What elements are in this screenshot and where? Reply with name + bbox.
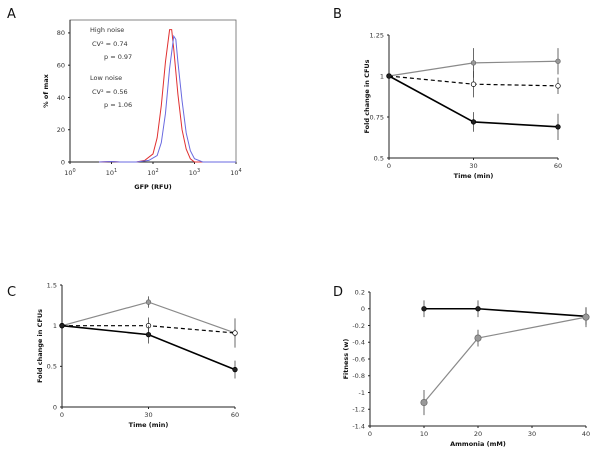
data-point-open (470, 81, 477, 87)
x-tick-label: 103 (189, 168, 200, 177)
x-tick-label: 30 (469, 162, 477, 170)
data-point-black (232, 366, 238, 373)
y-axis-title: Fitness (w) (342, 339, 350, 380)
data-point-black (386, 73, 392, 79)
y-tick-label: -0.2 (352, 322, 365, 330)
data-point-black (475, 306, 481, 312)
data-point-open (232, 330, 238, 336)
y-tick-label: 60 (57, 61, 65, 69)
data-point-open (555, 83, 561, 89)
data-point-gray (420, 398, 428, 407)
data-point-gray (582, 313, 590, 321)
y-tick-label: -0.6 (352, 355, 365, 363)
x-tick-label: 20 (474, 430, 482, 438)
data-point-black (145, 331, 152, 338)
stat-cv2-0: CV² = 0.74 (92, 40, 128, 48)
y-axis-title: Fold change in CFUs (363, 59, 371, 133)
y-tick-label: 0.2 (355, 288, 365, 296)
data-point-gray (470, 60, 477, 66)
x-tick-label: 60 (231, 411, 239, 419)
x-tick-label: 100 (64, 168, 75, 177)
y-tick-label: 20 (57, 126, 65, 134)
x-tick-label: 30 (144, 411, 152, 419)
x-tick-exponent: 1 (114, 168, 117, 174)
data-point-gray (145, 299, 152, 305)
y-tick-label: 0 (53, 403, 57, 411)
legend-label-0: High noise (90, 26, 124, 34)
x-tick-label: 0 (387, 162, 391, 170)
panel-label: D (333, 285, 343, 300)
y-tick-label: 80 (57, 29, 65, 37)
y-tick-label: 0 (361, 305, 365, 313)
x-tick-label: 10 (420, 430, 428, 438)
panel-label: B (333, 7, 342, 22)
x-axis-title: Ammonia (mM) (450, 440, 506, 448)
y-tick-label: 1.25 (370, 31, 384, 39)
data-point-black (555, 124, 561, 130)
x-tick-label: 30 (528, 430, 536, 438)
x-tick-label: 0 (60, 411, 64, 419)
data-point-black (470, 119, 477, 125)
panel-label: A (7, 7, 16, 22)
x-tick-label: 0 (368, 430, 372, 438)
y-axis-title: % of max (42, 73, 50, 107)
y-tick-label: -1 (359, 389, 365, 397)
x-axis-title: Time (min) (129, 421, 169, 429)
data-point-black (421, 306, 427, 312)
x-tick-exponent: 3 (197, 168, 200, 174)
y-tick-label: 40 (57, 94, 65, 102)
data-point-gray (474, 334, 482, 342)
x-tick-label: 101 (106, 168, 117, 177)
x-tick-label: 102 (147, 168, 158, 177)
panel-label: C (7, 285, 16, 300)
y-tick-label: 0.5 (47, 363, 57, 371)
stat-cv2-1: CV² = 0.56 (92, 88, 128, 96)
stat-p-1: p = 1.06 (104, 101, 132, 109)
y-tick-label: -1.4 (352, 422, 365, 430)
y-tick-label: 1.5 (47, 281, 57, 289)
y-tick-label: 0 (61, 158, 65, 166)
y-tick-label: -0.4 (352, 339, 365, 347)
y-tick-label: 0.5 (374, 154, 384, 162)
x-tick-exponent: 2 (156, 168, 159, 174)
data-point-gray (555, 58, 561, 64)
stat-p-0: p = 0.97 (104, 53, 132, 61)
histogram-line-1 (99, 34, 236, 163)
y-tick-label: -0.8 (352, 372, 365, 380)
x-axis-title: Time (min) (454, 172, 494, 180)
x-tick-label: 104 (230, 168, 241, 177)
y-tick-label: 0.75 (370, 113, 384, 121)
legend-label-1: Low noise (90, 74, 122, 82)
x-tick-label: 60 (554, 162, 562, 170)
y-axis-title: Fold change in CFUs (36, 309, 44, 383)
data-point-black (59, 323, 65, 329)
x-tick-label: 40 (582, 430, 590, 438)
series-line-black (424, 307, 587, 318)
x-tick-exponent: 4 (239, 168, 242, 174)
series-line-gray (423, 316, 587, 403)
y-tick-label: 1 (380, 72, 384, 80)
y-tick-label: 1 (53, 322, 57, 330)
y-tick-label: -1.2 (352, 406, 365, 414)
x-tick-exponent: 0 (73, 168, 76, 174)
x-axis-title: GFP (RFU) (134, 183, 171, 191)
